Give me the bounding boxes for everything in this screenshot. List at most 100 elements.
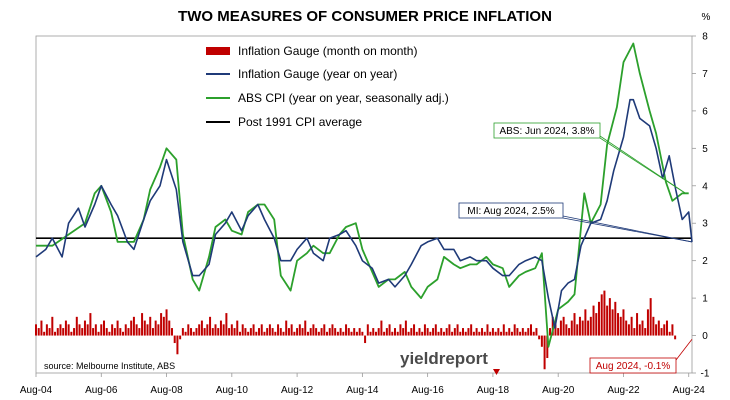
month-on-month-bars [35,290,677,370]
mom-bar [380,320,383,336]
mom-bar [519,331,522,336]
legend-swatch-bars [206,47,230,55]
y-tick-label: 3 [702,219,708,230]
mom-bar [608,298,611,336]
y-tick-label: 5 [702,144,708,155]
mom-bar [451,331,454,336]
mom-bar [361,331,364,336]
mom-bar [652,316,655,336]
mom-bar [141,313,144,336]
mom-bar [404,320,407,336]
mom-bar [461,328,464,336]
mom-bar [56,328,59,336]
mom-bar [355,331,358,336]
mom-bar [513,324,516,336]
mom-bar [323,324,326,336]
mom-bar [328,328,331,336]
mom-bar [258,328,261,336]
mom-bar [527,328,530,336]
mom-bar [342,331,345,336]
mom-bar [494,331,497,336]
mom-bar [151,328,154,336]
mom-bar [500,331,503,336]
mom-bar [429,331,432,336]
mom-bar [581,320,584,336]
mom-bar [219,320,222,336]
mom-bar [456,324,459,336]
mom-bar [641,320,644,336]
mom-bar [396,331,399,336]
mom-bar [475,328,478,336]
mom-bar [315,328,318,336]
mom-bar [274,331,277,336]
mom-bar [263,331,266,336]
x-tick-label: Aug-20 [542,385,575,396]
annotation-mi: MI: Aug 2024, 2.5% [458,202,693,243]
mom-bar [83,320,86,336]
y-tick-label: 0 [702,331,708,342]
mom-bar [296,328,299,336]
x-tick-label: Aug-24 [673,385,706,396]
mom-bar [73,328,76,336]
mom-bar [486,324,489,336]
mom-bar [516,328,519,336]
legend-label-abs: ABS CPI (year on year, seasonally adj.) [238,91,449,105]
mom-bar [445,328,448,336]
mom-bar [94,324,97,336]
mom-bar [603,290,606,336]
mom-bar [470,324,473,336]
mom-bar [671,324,674,336]
mom-bar [230,324,233,336]
mom-bar [636,313,639,336]
mom-bar [532,331,535,336]
mom-bar [203,328,206,336]
mom-bar [524,331,527,336]
mom-bar [285,320,288,336]
annotation-abs: ABS: Jun 2024, 3.8% [493,122,686,194]
mom-bar [105,328,108,336]
mom-bar [510,331,513,336]
mom-bar [260,324,263,336]
mom-bar [293,331,296,336]
annotation-mom-label: Aug 2024, -0.1% [596,361,671,372]
mom-bar [464,331,467,336]
mom-bar [448,324,451,336]
mom-bar [135,324,138,336]
y-tick-label: 1 [702,294,708,305]
mom-bar [111,324,114,336]
mom-bar [225,313,228,336]
mom-bar [146,324,149,336]
mom-bar [236,320,239,336]
mom-bar [410,328,413,336]
mom-bar [211,328,214,336]
mom-bar [312,324,315,336]
mom-bar [334,328,337,336]
y-tick-label: 6 [702,106,708,117]
mom-bar [116,320,119,336]
mom-bar [391,331,394,336]
mom-bar [551,316,554,336]
mom-bar [298,324,301,336]
abs-cpi-line [36,42,689,348]
mom-bar [505,331,508,336]
mom-bar [497,328,500,336]
mom-bar [181,328,184,336]
mom-bar [627,324,630,336]
mom-bar [407,331,410,336]
mom-bar [353,328,356,336]
mom-bar [40,320,43,336]
x-tick-label: Aug-16 [412,385,445,396]
mom-bar [562,316,565,336]
mom-bar [187,324,190,336]
mom-bar [64,320,67,336]
mom-bar [51,316,54,336]
y-tick-label: 7 [702,69,708,80]
mom-bar [233,328,236,336]
mom-bar [633,328,636,336]
mom-bar [366,324,369,336]
mom-bar [372,328,375,336]
mom-bar [622,309,625,336]
y-unit-label: % [702,12,711,23]
x-tick-label: Aug-08 [150,385,183,396]
x-tick-label: Aug-06 [85,385,118,396]
